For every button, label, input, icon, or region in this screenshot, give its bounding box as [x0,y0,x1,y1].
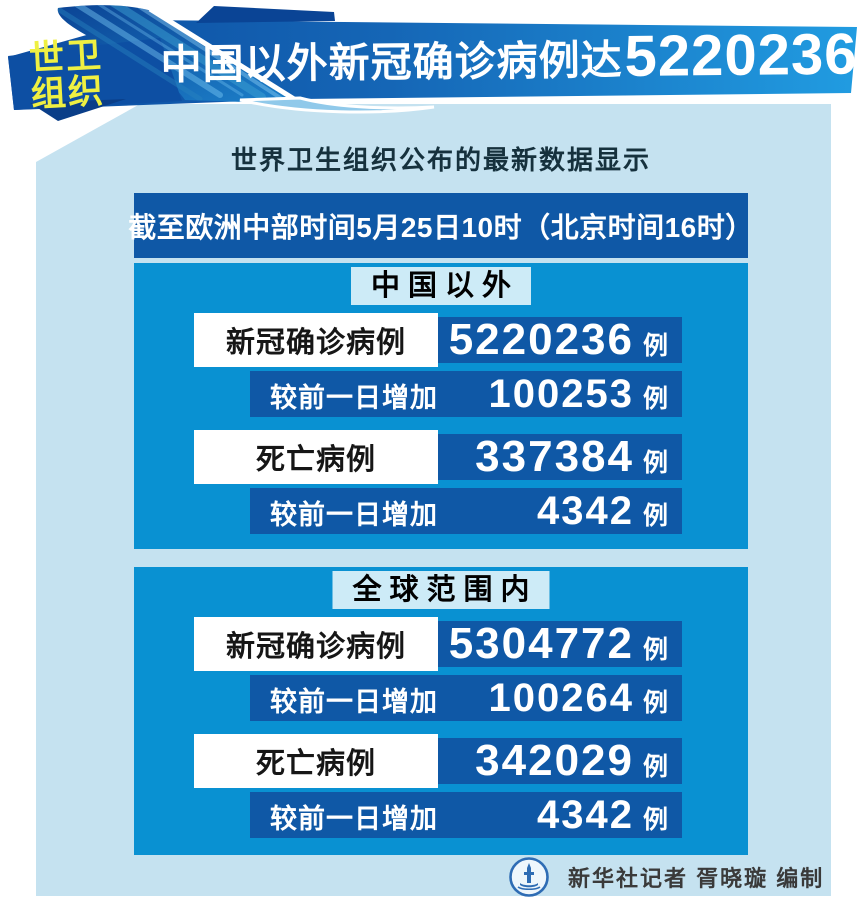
row-label-increase: 较前一日增加 [270,383,438,413]
row-daily-increase: 较前一日增加 4342 例 [250,792,682,838]
who-badge-line2: 组织 [29,71,106,115]
row-value-deaths: 342029 例 [438,738,682,784]
date-bar: 截至欧洲中部时间5月25日10时（北京时间16时） [128,193,753,258]
section-outside-china: 中国以外 新冠确诊病例 5220236 例 较前一日增加 100253 例 死亡… [134,263,748,549]
value-unit: 例 [642,689,668,717]
row-label-increase: 较前一日增加 [270,687,438,717]
section-title: 全球范围内 [332,571,550,609]
row-label-increase: 较前一日增加 [270,500,438,530]
value-number: 5220236 [448,315,634,364]
value-unit: 例 [642,502,668,530]
title-text: 中国以外新冠确诊病例达 [160,37,623,88]
header-banner [8,5,857,121]
page-title: 中国以外新冠确诊病例达 5220236 例 [160,13,863,102]
xinhua-logo-icon [509,857,549,897]
banner-curl [239,96,435,114]
intro-text: 世界卫生组织公布的最新数据显示 [230,144,651,175]
row-label-confirmed: 新冠确诊病例 [194,617,438,671]
title-number: 5220236 [624,21,858,89]
value-unit: 例 [642,636,668,664]
value-number: 4342 [537,489,634,533]
badge-block [8,38,182,110]
value-number: 100253 [488,372,634,416]
value-unit: 例 [642,332,668,360]
row-label-confirmed: 新冠确诊病例 [194,313,438,367]
credit-text: 新华社记者 胥晓璇 编制 [568,866,825,891]
row-daily-increase: 较前一日增加 4342 例 [250,488,682,534]
value-unit: 例 [642,806,668,834]
row-value-confirmed: 5304772 例 [438,621,682,667]
row-value-deaths: 337384 例 [438,434,682,480]
section-title: 中国以外 [350,267,532,305]
value-number: 337384 [475,432,634,481]
value-unit: 例 [642,449,668,477]
row-value-confirmed: 5220236 例 [438,317,682,363]
title-unit: 例 [859,35,863,80]
value-number: 5304772 [448,619,634,668]
row-daily-increase: 较前一日增加 100264 例 [250,675,682,721]
who-badge: 世卫 组织 [28,35,162,115]
row-label-deaths: 死亡病例 [194,430,438,484]
row-daily-increase: 较前一日增加 100253 例 [250,371,682,417]
value-unit: 例 [642,385,668,413]
row-label-deaths: 死亡病例 [194,734,438,788]
banner-accent-line [148,6,304,107]
row-label-increase: 较前一日增加 [270,804,438,834]
banner-bottom-fold [30,99,126,121]
value-number: 4342 [537,793,634,837]
banner-fold-notch [196,6,335,23]
footer-credit: 新华社记者 胥晓璇 编制 [508,855,824,899]
value-unit: 例 [642,753,668,781]
section-global: 全球范围内 新冠确诊病例 5304772 例 较前一日增加 100264 例 死… [134,567,748,855]
value-number: 100264 [488,676,634,720]
value-number: 342029 [475,736,634,785]
